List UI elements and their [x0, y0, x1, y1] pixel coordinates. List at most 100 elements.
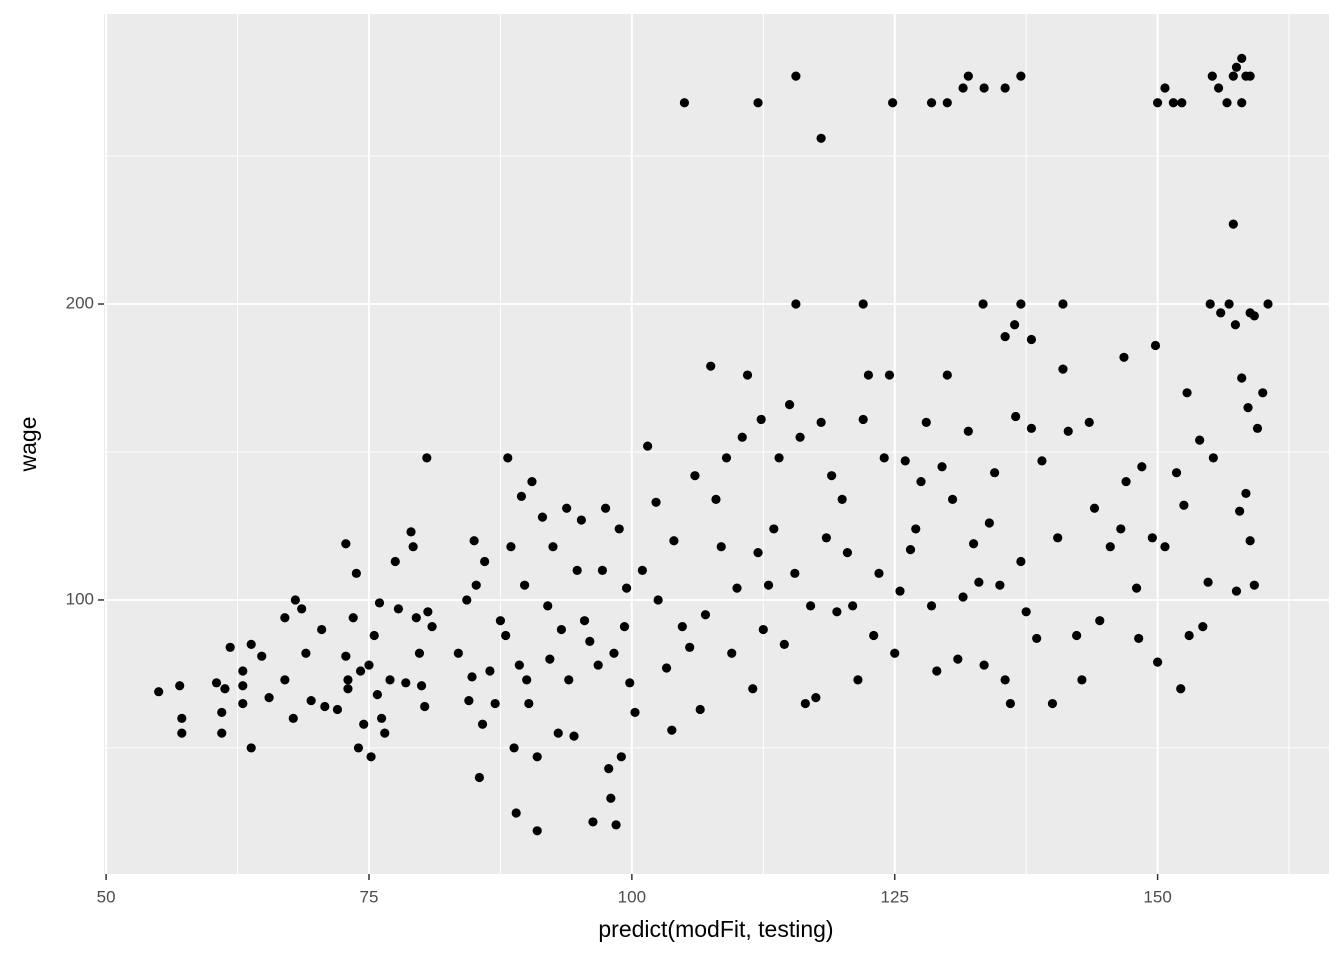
point [1134, 633, 1144, 644]
point [858, 414, 868, 425]
point [837, 494, 847, 504]
point [756, 414, 766, 425]
point [848, 601, 858, 611]
point [408, 542, 418, 552]
point [471, 580, 481, 590]
point [832, 607, 842, 617]
point [217, 728, 227, 738]
point [406, 527, 416, 537]
point [348, 613, 358, 623]
point [1213, 83, 1224, 93]
point [816, 133, 826, 143]
point [509, 743, 519, 753]
point [372, 690, 382, 700]
point [569, 731, 579, 741]
point [537, 512, 548, 522]
point [753, 548, 763, 558]
point [332, 704, 343, 715]
point [748, 684, 758, 694]
point [979, 83, 989, 93]
point [625, 678, 635, 688]
point [490, 698, 500, 709]
point [614, 524, 624, 534]
point [600, 503, 611, 513]
point [753, 98, 763, 108]
point [343, 675, 353, 685]
point [503, 453, 513, 463]
point [1245, 536, 1255, 546]
point [427, 621, 437, 632]
point [1047, 698, 1058, 709]
point [1131, 583, 1142, 593]
point [1150, 340, 1161, 351]
point [545, 654, 555, 664]
point [732, 583, 742, 593]
point [1171, 468, 1182, 478]
point [921, 417, 931, 427]
point [572, 565, 582, 575]
point [669, 536, 679, 546]
point [661, 663, 672, 673]
point [774, 453, 784, 463]
point [932, 666, 942, 676]
point [1184, 630, 1194, 641]
point [597, 565, 608, 575]
point [543, 601, 553, 611]
point [637, 565, 647, 575]
point [937, 462, 947, 472]
point [630, 707, 640, 718]
point [616, 752, 626, 762]
point [1245, 71, 1255, 81]
point [1026, 334, 1037, 345]
point [1016, 556, 1026, 567]
point [911, 524, 921, 534]
point [306, 695, 316, 706]
point [1000, 675, 1010, 685]
point [1058, 364, 1068, 374]
point [301, 648, 311, 658]
point [1195, 435, 1205, 445]
point [1216, 308, 1226, 318]
point [995, 580, 1005, 590]
point [874, 568, 884, 578]
point [564, 675, 574, 685]
point [556, 624, 567, 635]
point [619, 621, 630, 632]
point [511, 808, 521, 818]
point [727, 648, 737, 658]
point [532, 826, 542, 836]
point [1147, 533, 1157, 543]
point [706, 361, 716, 371]
point [1249, 311, 1259, 321]
point [288, 713, 298, 723]
point [520, 580, 530, 590]
point [621, 583, 632, 593]
point [1063, 426, 1073, 436]
point [374, 598, 385, 608]
point [553, 728, 563, 738]
point [369, 630, 379, 641]
point [1263, 299, 1273, 309]
point [974, 577, 984, 587]
point [1243, 402, 1253, 413]
point [984, 518, 994, 528]
point [246, 743, 256, 753]
x-tick-label: 125 [881, 887, 909, 906]
point [220, 684, 230, 694]
point [467, 672, 477, 682]
point [1237, 98, 1247, 108]
point [290, 595, 300, 605]
point [1032, 633, 1042, 644]
point [1000, 83, 1010, 93]
point [737, 432, 747, 442]
point [175, 681, 185, 691]
point [280, 675, 290, 685]
point [968, 539, 979, 549]
point [343, 684, 353, 694]
point [942, 98, 952, 108]
point [462, 595, 472, 605]
point [495, 616, 506, 626]
point [320, 701, 330, 712]
point [1005, 698, 1015, 709]
